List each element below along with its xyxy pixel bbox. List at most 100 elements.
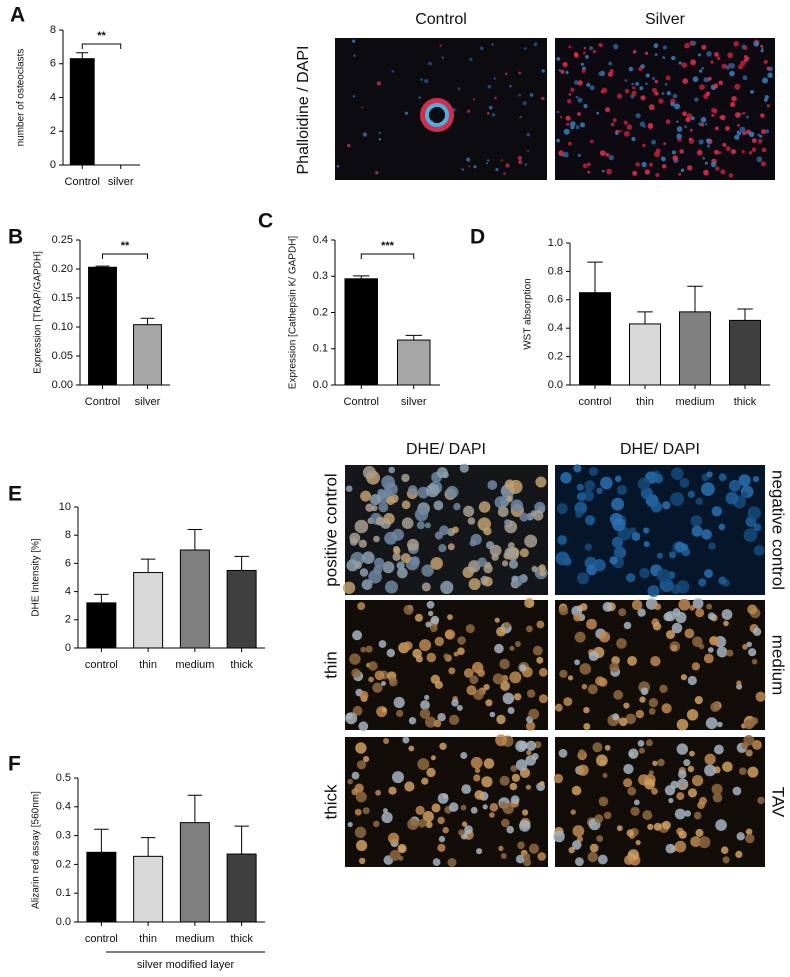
cell [535,476,547,488]
cell [562,61,568,68]
cell [661,156,666,162]
cell [365,503,374,512]
cell [625,573,636,583]
y-tick-label: 2 [50,125,56,137]
cell [693,811,702,820]
cell [678,770,687,779]
cell [644,51,649,56]
y-axis-label: WST absorption [523,278,534,350]
cell [556,138,560,143]
significance-label: ** [97,30,106,42]
cell [637,608,646,617]
bar [629,323,661,386]
cell [563,697,573,707]
cell [349,653,361,665]
cell [639,86,644,91]
cell [665,119,671,125]
y-tick-label: 0.0 [313,379,328,391]
error-bar [353,275,370,279]
cell [583,706,590,714]
cell [554,703,563,712]
cell [672,155,678,161]
panel-letter: D [470,226,485,249]
cell [584,543,593,551]
cell [698,578,707,587]
cell [356,760,367,770]
y-axis-label: Alizarin red assay [560nm] [31,791,42,909]
cell [611,536,624,549]
cell [599,43,603,47]
cell [753,523,762,532]
cell [734,83,741,90]
x-tick-label: silver [135,396,161,408]
cell [515,854,525,864]
cell [396,567,408,579]
cell [384,531,398,545]
cell [698,836,711,849]
cell [671,622,683,634]
cell [491,113,496,117]
cell [588,651,599,662]
cell [730,149,737,155]
cell [573,464,582,473]
significance-bracket [81,43,122,49]
error-bar [94,828,109,853]
cell [637,477,651,491]
cell [585,55,589,59]
cell [752,627,762,636]
cell [421,777,429,785]
cell [373,535,380,543]
cell [687,788,698,798]
cell [523,853,531,861]
cell [635,82,639,86]
cell [467,517,476,525]
row-label: TAV [769,787,788,818]
y-tick-label: 0.0 [548,379,563,391]
cell [499,658,510,670]
cell [639,696,646,703]
cell [701,67,704,70]
cell [589,843,599,853]
cell [426,652,437,663]
cell [690,515,703,527]
cell [506,547,519,561]
cell [598,677,608,687]
cell [609,556,618,565]
x-tick-label: medium [175,933,214,945]
error-bar [140,558,156,573]
cell [388,786,397,795]
cell [392,552,401,562]
cell [600,476,613,490]
x-tick-label: thick [230,659,253,671]
cell [351,668,361,678]
cell [524,534,538,548]
cell [659,684,668,693]
cell [566,122,570,126]
cell [655,173,660,177]
cell [495,734,507,747]
cell [706,471,713,478]
cell [448,802,459,812]
cell [635,162,640,167]
cell [601,87,608,94]
x-tick-label: silver [401,396,427,408]
cell [408,717,417,725]
cell [654,151,660,158]
bar [396,339,431,386]
cell [382,561,395,574]
column-title: DHE/ DAPI [620,441,700,458]
cell [573,80,579,85]
cell [345,485,353,493]
cell [654,53,658,56]
cell [581,69,586,73]
cell [676,792,685,801]
cell [426,767,436,778]
cell [570,809,576,815]
cell [720,846,729,854]
cell [514,641,521,647]
cell [756,156,763,163]
cell [563,557,572,566]
cell [686,709,699,721]
cell [502,692,515,705]
cell [559,669,568,678]
